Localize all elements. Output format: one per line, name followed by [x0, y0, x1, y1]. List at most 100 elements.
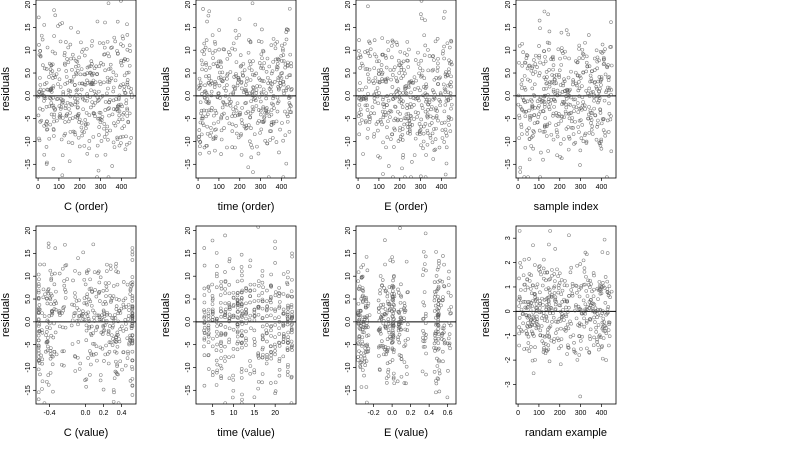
scatter-point	[51, 354, 55, 359]
scatter-point	[427, 100, 432, 105]
scatter-point	[436, 313, 441, 318]
scatter-point	[364, 359, 369, 363]
x-axis-title: time (order)	[218, 201, 275, 213]
scatter-point	[256, 298, 261, 303]
scatter-point	[239, 153, 244, 157]
scatter-point	[106, 1, 111, 6]
scatter-point	[406, 125, 410, 129]
scatter-point	[110, 296, 114, 301]
scatter-point	[235, 297, 240, 302]
scatter-point	[93, 114, 97, 118]
scatter-point	[424, 92, 429, 97]
scatter-point	[379, 119, 383, 124]
scatter-point	[218, 293, 223, 297]
scatter-point	[376, 328, 381, 333]
scatter-point	[52, 115, 56, 120]
scatter-point	[527, 63, 532, 68]
scatter-point	[99, 317, 104, 322]
y-axis-title: residuals	[320, 292, 332, 337]
scatter-point	[572, 142, 576, 146]
scatter-point	[206, 317, 211, 322]
scatter-point	[207, 289, 212, 293]
scatter-point	[266, 175, 271, 178]
scatter-point	[544, 86, 548, 91]
scatter-point	[389, 341, 394, 345]
scatter-point	[220, 70, 225, 75]
scatter-point	[419, 58, 423, 63]
scatter-point	[564, 127, 569, 131]
scatter-point	[544, 333, 549, 338]
scatter-point	[446, 114, 451, 119]
scatter-point	[412, 87, 417, 91]
scatter-point	[85, 314, 90, 318]
scatter-point	[435, 37, 440, 41]
scatter-point	[366, 301, 371, 306]
scatter-point	[434, 115, 439, 120]
scatter-point	[64, 40, 68, 44]
scatter-point	[239, 304, 244, 309]
scatter-point	[389, 109, 394, 114]
scatter-point	[417, 130, 422, 135]
scatter-point	[280, 121, 284, 125]
scatter-point	[231, 395, 235, 400]
scatter-point	[566, 32, 571, 37]
scatter-point	[89, 88, 93, 93]
scatter-point	[433, 349, 437, 353]
scatter-point	[117, 93, 122, 98]
scatter-point	[249, 99, 253, 104]
scatter-point	[94, 328, 98, 333]
scatter-point	[118, 359, 123, 364]
scatter-point	[589, 282, 593, 286]
scatter-point	[107, 281, 111, 285]
scatter-point	[602, 61, 607, 66]
scatter-point	[386, 328, 391, 333]
scatter-point	[525, 277, 530, 281]
scatter-point	[260, 337, 265, 342]
scatter-point	[520, 64, 524, 68]
scatter-point	[130, 275, 135, 279]
scatter-point	[547, 121, 552, 126]
scatter-point	[442, 86, 447, 91]
scatter-point	[278, 300, 282, 304]
scatter-point	[232, 75, 236, 79]
scatter-point	[533, 358, 537, 362]
scatter-point	[442, 262, 446, 267]
scatter-point	[436, 318, 440, 323]
scatter-point	[200, 92, 204, 96]
scatter-point	[210, 302, 215, 306]
scatter-point	[124, 322, 128, 326]
scatter-point	[101, 387, 106, 392]
scatter-point	[603, 301, 608, 305]
scatter-point	[204, 143, 209, 148]
scatter-point	[80, 95, 85, 100]
scatter-point	[102, 52, 106, 57]
scatter-point	[519, 125, 524, 129]
scatter-point	[579, 322, 584, 327]
scatter-point	[437, 358, 441, 363]
scatter-point	[527, 137, 532, 141]
scatter-points	[517, 229, 614, 399]
scatter-point	[121, 44, 125, 48]
scatter-point	[525, 325, 530, 329]
scatter-point	[585, 64, 589, 69]
scatter-point	[527, 126, 531, 131]
scatter-point	[239, 81, 244, 85]
scatter-point	[36, 351, 41, 355]
scatter-point	[383, 345, 388, 349]
scatter-point	[423, 18, 427, 23]
scatter-point	[76, 30, 80, 35]
scatter-point	[419, 124, 423, 129]
scatter-point	[89, 81, 94, 86]
scatter-point	[556, 114, 560, 119]
scatter-point	[581, 298, 586, 303]
scatter-point	[269, 334, 273, 338]
scatter-point	[431, 157, 435, 161]
scatter-point	[588, 79, 592, 84]
scatter-point	[237, 17, 242, 21]
scatter-point	[59, 105, 64, 110]
scatter-point	[576, 88, 581, 93]
scatter-point	[426, 68, 431, 73]
scatter-point	[76, 135, 81, 140]
scatter-point	[528, 117, 532, 122]
scatter-point	[92, 315, 96, 320]
